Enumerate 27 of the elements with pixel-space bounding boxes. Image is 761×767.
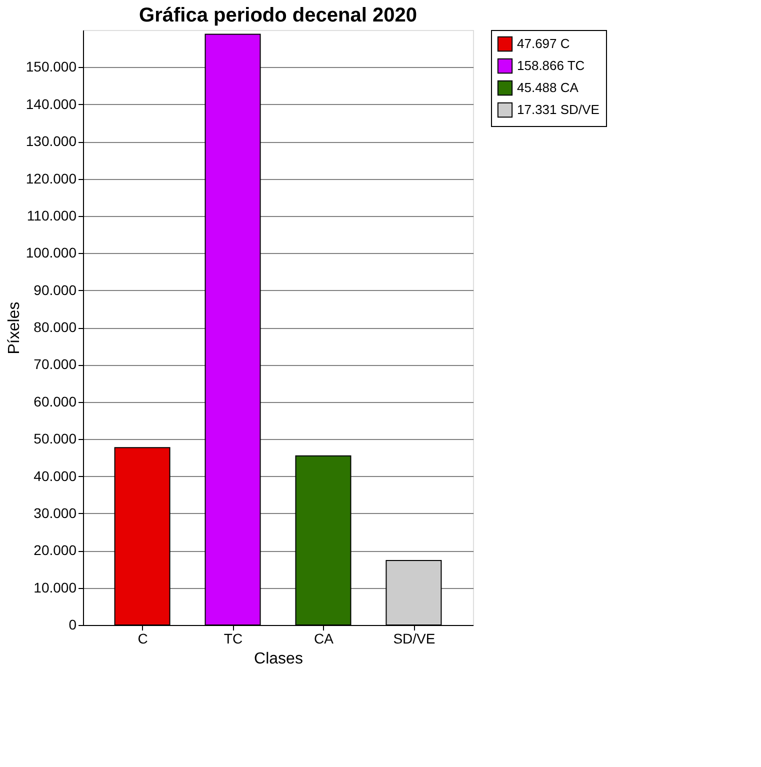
y-tick-label: 150.000: [26, 58, 77, 75]
x-tick-label: CA: [314, 630, 334, 646]
y-tick-label: 130.000: [26, 133, 77, 150]
y-axis-title: Píxeles: [6, 302, 23, 354]
legend-label: 158.866 TC: [517, 58, 585, 73]
x-axis-title: Clases: [254, 650, 303, 668]
y-tick-label: 30.000: [34, 504, 77, 521]
chart-title: Gráfica periodo decenal 2020: [139, 4, 417, 26]
legend-label: 17.331 SD/VE: [517, 102, 600, 117]
y-tick-label: 100.000: [26, 244, 77, 261]
x-tick-label: SD/VE: [393, 630, 436, 646]
y-tick-label: 80.000: [34, 319, 77, 335]
y-tick-label: 0: [68, 616, 77, 632]
y-tick-label: 110.000: [26, 207, 77, 224]
y-tick-label: 90.000: [34, 282, 77, 298]
y-tick-label: 20.000: [34, 542, 77, 558]
y-tick-label: 120.000: [26, 170, 77, 186]
x-tick-label: C: [138, 630, 148, 646]
legend-label: 45.488 CA: [517, 80, 579, 95]
y-tick-label: 140.000: [26, 96, 77, 112]
x-tick-label: TC: [224, 630, 243, 646]
y-tick-label: 10.000: [34, 579, 77, 596]
y-tick-label: 40.000: [34, 468, 77, 484]
y-tick-label: 60.000: [34, 393, 77, 410]
y-tick-label: 50.000: [34, 430, 77, 447]
legend-label: 47.697 C: [517, 36, 570, 51]
y-tick-label: 70.000: [34, 356, 77, 372]
